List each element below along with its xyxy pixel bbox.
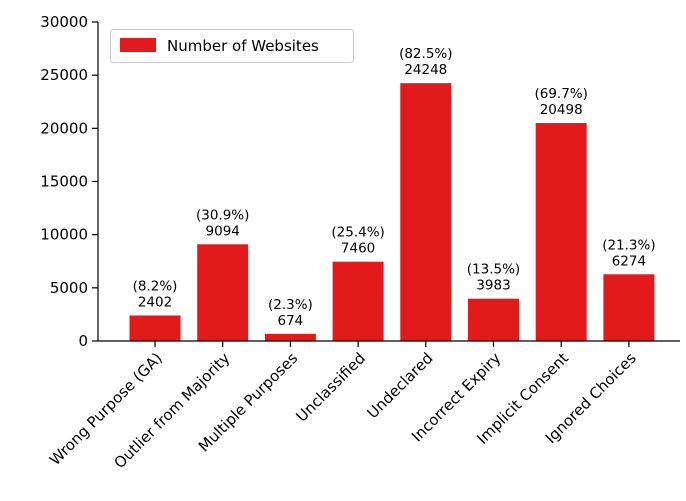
y-tick-label: 5000: [50, 279, 88, 297]
bar-value-label: 7460: [341, 241, 375, 257]
bar-value-label: 9094: [206, 223, 240, 239]
x-tick-label: Unclassified: [292, 349, 368, 425]
bar-percent-label: (13.5%): [467, 262, 520, 278]
bar: [468, 298, 519, 341]
y-tick-label: 25000: [40, 66, 88, 84]
bar-percent-label: (8.2%): [133, 278, 178, 294]
bar-percent-label: (25.4%): [331, 225, 384, 241]
bars: 2402(8.2%) 9094(30.9%) 674(2.3%) 7460(25.4%…: [129, 46, 656, 341]
x-tick-label: Undeclared: [363, 349, 436, 422]
y-tick-label: 0: [78, 332, 88, 350]
y-tick-label: 10000: [40, 226, 88, 244]
y-axis: 0 5000 10000 15000 20000 25000 30000: [40, 13, 99, 350]
bar-value-label: 674: [278, 313, 304, 329]
legend: Number of Websites: [110, 29, 354, 63]
bar-value-label: 20498: [540, 102, 583, 118]
y-tick-label: 20000: [40, 119, 88, 137]
legend-swatch: [120, 38, 156, 52]
bar: [332, 261, 384, 341]
bar: [603, 274, 655, 341]
bar-percent-label: (21.3%): [602, 237, 655, 253]
x-tick-label: Wrong Purpose (GA): [46, 349, 166, 469]
bar-value-label: 2402: [138, 294, 172, 310]
bar-percent-label: (69.7%): [534, 86, 587, 102]
bar: [400, 83, 452, 341]
x-axis: Wrong Purpose (GA)Outlier from MajorityM…: [46, 340, 680, 472]
x-tick-label: Outlier from Majority: [111, 349, 234, 472]
bar-percent-label: (82.5%): [399, 46, 452, 62]
bar-value-label: 3983: [476, 278, 510, 294]
legend-box: [110, 29, 354, 63]
bar: [197, 244, 249, 341]
bar-percent-label: (2.3%): [268, 297, 313, 313]
y-tick-label: 15000: [40, 173, 88, 191]
legend-label: Number of Websites: [167, 37, 319, 55]
bar-value-label: 24248: [404, 62, 447, 78]
bar-value-label: 6274: [612, 253, 646, 269]
bar: [535, 123, 587, 341]
bar-percent-label: (30.9%): [196, 207, 249, 223]
bar: [264, 333, 316, 341]
bar: [129, 315, 181, 341]
y-tick-label: 30000: [40, 13, 88, 31]
